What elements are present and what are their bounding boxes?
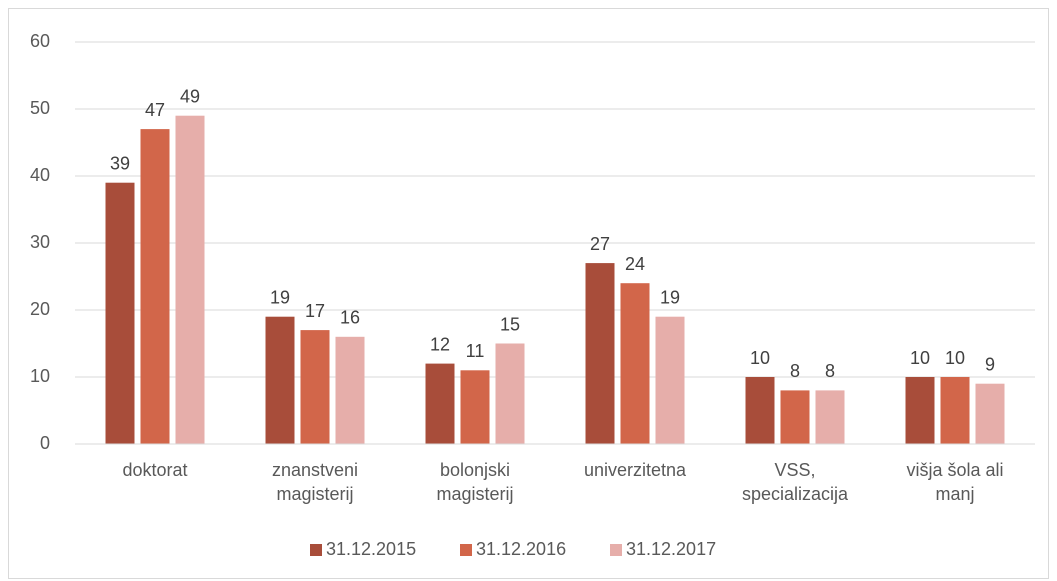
x-tick-label: višja šola ali manj: [906, 460, 1003, 504]
legend-label: 31.12.2016: [476, 539, 566, 559]
x-tick-label: bolonjski magisterij: [436, 460, 513, 504]
value-label: 10: [945, 348, 965, 368]
bar: [335, 336, 365, 444]
legend-swatch: [460, 544, 472, 556]
bar: [105, 182, 135, 444]
value-label: 19: [270, 287, 290, 307]
y-tick-label: 20: [30, 299, 50, 319]
value-label: 39: [110, 153, 130, 173]
bar: [655, 316, 685, 444]
y-tick-label: 40: [30, 165, 50, 185]
value-label: 17: [305, 301, 325, 321]
y-tick-label: 0: [40, 433, 50, 453]
legend-label: 31.12.2017: [626, 539, 716, 559]
value-label: 8: [825, 361, 835, 381]
bar: [300, 330, 330, 444]
y-tick-label: 10: [30, 366, 50, 386]
legend-swatch: [310, 544, 322, 556]
value-label: 10: [750, 348, 770, 368]
y-tick-label: 60: [30, 31, 50, 51]
bar: [620, 283, 650, 444]
value-label: 15: [500, 314, 520, 334]
value-label: 10: [910, 348, 930, 368]
value-label: 9: [985, 354, 995, 374]
y-tick-label: 30: [30, 232, 50, 252]
bar: [425, 363, 455, 444]
value-label: 19: [660, 287, 680, 307]
x-tick-label: VSS, specializacija: [742, 460, 849, 504]
legend-label: 31.12.2015: [326, 539, 416, 559]
bar: [460, 370, 490, 444]
bar: [745, 377, 775, 444]
value-label: 8: [790, 361, 800, 381]
value-label: 24: [625, 254, 645, 274]
bar: [905, 377, 935, 444]
bar: [495, 343, 525, 444]
x-tick-label: znanstveni magisterij: [272, 460, 358, 504]
legend-swatch: [610, 544, 622, 556]
value-label: 49: [180, 86, 200, 106]
bar: [815, 390, 845, 444]
bar: [975, 383, 1005, 444]
bar: [585, 263, 615, 444]
value-label: 27: [590, 234, 610, 254]
value-label: 12: [430, 334, 450, 354]
bar: [780, 390, 810, 444]
value-label: 11: [466, 341, 485, 361]
y-tick-label: 50: [30, 98, 50, 118]
value-label: 16: [340, 308, 360, 328]
x-tick-label: doktorat: [122, 460, 187, 480]
bar: [175, 115, 205, 444]
value-label: 47: [145, 100, 165, 120]
bar: [265, 316, 295, 444]
bar: [940, 377, 970, 444]
x-tick-label: univerzitetna: [584, 460, 687, 480]
bar: [140, 129, 170, 444]
